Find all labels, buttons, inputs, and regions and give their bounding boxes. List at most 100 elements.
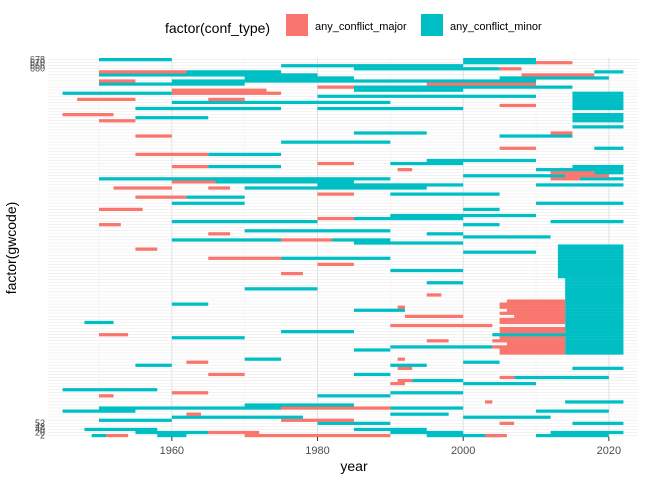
conflict-cell-major <box>550 171 595 175</box>
conflict-cell-minor <box>565 299 624 303</box>
conflict-cell-major <box>317 192 354 196</box>
conflict-cell-major <box>390 323 493 328</box>
conflict-cell-minor <box>353 372 391 377</box>
conflict-cell-major <box>317 216 354 221</box>
conflict-cell-minor <box>62 91 172 95</box>
conflict-cell-minor <box>171 219 318 224</box>
conflict-cell-minor <box>557 259 624 263</box>
conflict-cell-major <box>404 314 464 318</box>
conflict-cell-minor <box>98 58 172 62</box>
conflict-cell-minor <box>565 351 624 355</box>
conflict-cell-minor <box>463 250 537 254</box>
y-tick-label: 2 <box>40 430 45 440</box>
conflict-cell-minor <box>244 403 354 407</box>
conflict-cell-major <box>499 103 537 108</box>
conflict-cell-minor <box>550 430 624 435</box>
conflict-cell-minor <box>463 174 566 178</box>
conflict-cell-minor <box>244 229 391 233</box>
conflict-cell-major <box>98 119 136 123</box>
conflict-cell-major <box>536 61 573 65</box>
legend-label-major: any_conflict_major <box>315 21 407 33</box>
conflict-cell-minor <box>62 388 158 392</box>
conflict-cell-major <box>506 342 566 346</box>
conflict-cell-minor <box>565 305 624 309</box>
conflict-cell-minor <box>565 348 624 352</box>
conflict-cell-minor <box>353 427 427 432</box>
conflict-cell-minor <box>557 244 624 248</box>
conflict-cell-minor <box>463 415 551 419</box>
conflict-cell-minor <box>390 412 449 416</box>
conflict-cell-minor <box>594 70 624 74</box>
y-axis-title: factor(gwcode) <box>3 202 19 295</box>
conflict-cell-minor <box>171 79 537 83</box>
conflict-cell-minor <box>281 140 391 144</box>
y-tick-label: 52 <box>35 418 45 428</box>
legend-key-minor <box>421 14 443 36</box>
conflict-cell-major <box>550 131 573 135</box>
y-tick-label: 660 <box>30 64 45 74</box>
conflict-cell-minor <box>572 100 624 105</box>
conflict-cell-minor <box>353 131 427 135</box>
conflict-cell-minor <box>565 326 624 331</box>
conflict-cell-minor <box>572 97 624 101</box>
conflict-cell-minor <box>244 287 318 291</box>
conflict-cell-minor <box>557 275 624 279</box>
conflict-cell-minor <box>565 278 624 282</box>
conflict-cell-major <box>98 70 187 74</box>
x-tick-label: 1960 <box>160 445 184 457</box>
conflict-cell-major <box>208 430 260 435</box>
conflict-cell-major <box>499 351 566 355</box>
conflict-cell-minor <box>565 339 624 343</box>
y-tick-label: 42 <box>35 421 45 431</box>
conflict-cell-minor <box>565 287 624 291</box>
conflict-cell-minor <box>572 94 624 98</box>
conflict-cell-major <box>499 326 566 331</box>
conflict-cell-major <box>171 180 216 184</box>
y-tick-label: 666 <box>30 61 45 71</box>
conflict-cell-minor <box>565 342 624 346</box>
conflict-cell-major <box>135 152 209 157</box>
conflict-cell-minor <box>317 94 537 98</box>
conflict-cell-minor <box>557 250 624 254</box>
conflict-cell-minor <box>536 183 624 187</box>
conflict-cell-minor <box>594 171 624 175</box>
conflict-cell-minor <box>317 106 464 111</box>
conflict-cell-minor <box>135 430 209 435</box>
conflict-cell-major <box>499 320 566 325</box>
conflict-cell-minor <box>171 336 245 340</box>
conflict-cell-major <box>397 378 413 383</box>
conflict-cell-major <box>98 333 129 337</box>
conflict-cell-minor <box>565 284 624 288</box>
conflict-cell-major <box>492 339 566 343</box>
conflict-cell-major <box>521 73 595 77</box>
conflict-cell-minor <box>426 281 464 285</box>
conflict-cell-minor <box>412 378 464 383</box>
conflict-cell-minor <box>281 330 354 334</box>
conflict-cell-minor <box>572 113 624 117</box>
conflict-cell-minor <box>492 333 624 337</box>
conflict-cell-minor <box>244 76 354 80</box>
conflict-cell-minor <box>135 363 172 367</box>
conflict-cell-major <box>426 82 537 86</box>
conflict-cell-major <box>281 418 354 422</box>
conflict-cell-minor <box>281 64 464 68</box>
conflict-cell-minor <box>565 296 624 300</box>
conflict-cell-minor <box>317 394 391 398</box>
conflict-cell-major <box>390 381 405 386</box>
conflict-cell-major <box>485 400 493 404</box>
conflict-cell-minor <box>353 88 464 92</box>
conflict-cell-major <box>499 348 566 352</box>
conflict-cell-minor <box>463 61 537 65</box>
conflict-cell-major <box>171 91 282 95</box>
conflict-cell-minor <box>463 223 500 227</box>
conflict-cell-minor <box>565 290 624 294</box>
conflict-cell-major <box>208 372 245 377</box>
conflict-cell-minor <box>463 207 500 212</box>
conflict-cell-minor <box>572 116 624 120</box>
conflict-cell-minor <box>353 348 391 352</box>
x-axis-title: year <box>340 458 368 474</box>
conflict-cell-minor <box>514 375 609 380</box>
conflict-cell-major <box>113 186 172 190</box>
conflict-cell-major <box>106 433 129 438</box>
